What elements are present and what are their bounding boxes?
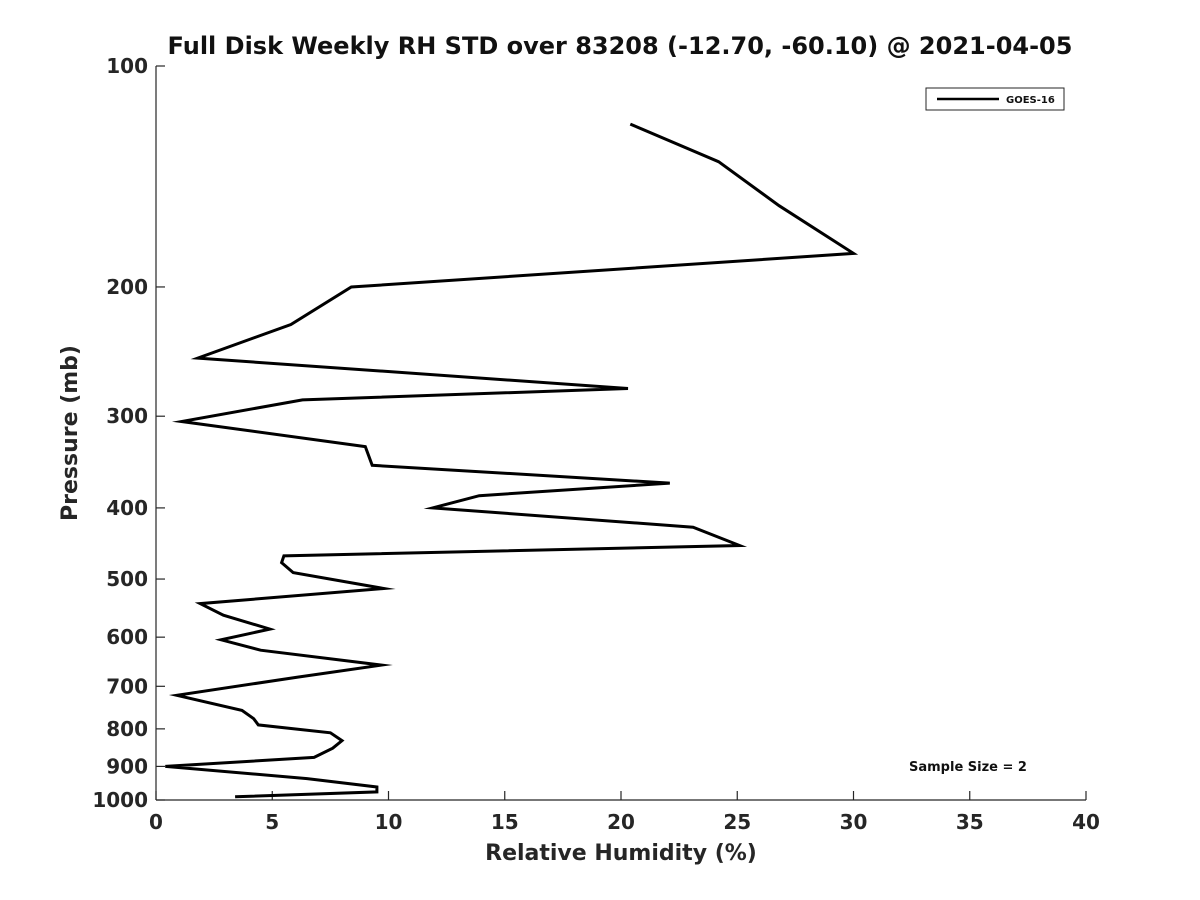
x-tick-label-5: 5	[265, 810, 279, 834]
y-tick-label-300: 300	[106, 404, 148, 428]
y-axis-label: Pressure (mb)	[58, 345, 83, 521]
x-tick-label-0: 0	[149, 810, 163, 834]
y-tick-label-800: 800	[106, 717, 148, 741]
y-axis-ticks: 100 200 300 400 500 600 700 800 900 1000	[92, 54, 165, 812]
y-tick-label-900: 900	[106, 754, 148, 778]
series-line-goes-16	[165, 122, 859, 799]
y-tick-label-500: 500	[106, 567, 148, 591]
x-tick-label-10: 10	[375, 810, 403, 834]
y-tick-label-600: 600	[106, 625, 148, 649]
y-tick-label-200: 200	[106, 275, 148, 299]
legend: GOES-16	[925, 87, 1065, 111]
legend-entry-goes-16: GOES-16	[1006, 95, 1055, 106]
y-tick-label-700: 700	[106, 674, 148, 698]
series-group	[165, 122, 859, 799]
chart-title: Full Disk Weekly RH STD over 83208 (-12.…	[168, 32, 1073, 60]
x-tick-label-20: 20	[607, 810, 635, 834]
x-axis-ticks: 0 5 10 15 20 25 30 35 40	[149, 791, 1100, 834]
x-tick-label-30: 30	[840, 810, 868, 834]
x-tick-label-25: 25	[723, 810, 751, 834]
x-tick-label-35: 35	[956, 810, 984, 834]
x-tick-label-15: 15	[491, 810, 519, 834]
y-tick-label-1000: 1000	[92, 788, 148, 812]
x-tick-label-40: 40	[1072, 810, 1100, 834]
y-tick-label-400: 400	[106, 496, 148, 520]
y-tick-label-100: 100	[106, 54, 148, 78]
sample-size-annotation: Sample Size = 2	[909, 760, 1027, 775]
x-axis-label: Relative Humidity (%)	[485, 841, 757, 866]
